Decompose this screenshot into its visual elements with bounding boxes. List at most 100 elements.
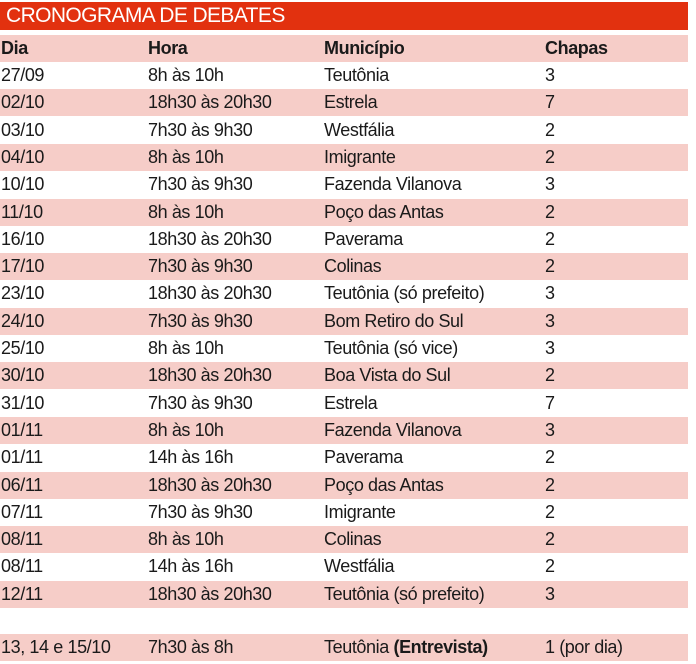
- cell-municipio: Teutônia (Entrevista): [324, 634, 488, 661]
- cell-hora: 8h às 10h: [148, 201, 224, 222]
- table-row: 10/10 7h30 às 9h30 Fazenda Vilanova 3: [0, 171, 688, 198]
- cell-chapas: 7: [545, 92, 555, 113]
- cell-hora: 8h às 10h: [148, 146, 224, 167]
- cell-hora: 7h30 às 9h30: [148, 310, 253, 331]
- table-row: 04/10 8h às 10h Imigrante 2: [0, 143, 688, 171]
- cell-municipio: Imigrante: [324, 146, 396, 167]
- cell-chapas: 2: [545, 119, 555, 140]
- table-row: 11/10 8h às 10h Poço das Antas 2: [0, 198, 688, 226]
- cell-hora: 14h às 16h: [148, 556, 234, 577]
- cell-municipio: Boa Vista do Sul: [324, 365, 451, 386]
- header-municipio: Município: [324, 38, 405, 58]
- table-row: 12/11 18h30 às 20h30 Teutônia (só prefeito…: [0, 580, 688, 608]
- cell-hora: 8h às 10h: [148, 65, 224, 85]
- cell-dia: 01/11: [1, 447, 43, 468]
- cell-hora: 18h30 às 20h30: [148, 92, 272, 113]
- page-title: CRONOGRAMA DE DEBATES: [0, 2, 688, 30]
- table-header: Dia Hora Município Chapas: [0, 35, 688, 62]
- table-row: 24/10 7h30 às 9h30 Bom Retiro do Sul 3: [0, 307, 688, 335]
- cell-dia: 08/11: [1, 529, 43, 550]
- cell-dia: 23/10: [1, 283, 45, 304]
- cell-chapas: 1 (por dia): [545, 637, 623, 657]
- cell-hora: 18h30 às 20h30: [148, 228, 272, 249]
- cell-chapas: 2: [545, 501, 555, 522]
- cell-dia: 06/11: [1, 474, 43, 495]
- cell-municipio: Poço das Antas: [324, 474, 444, 495]
- cell-chapas: 2: [545, 146, 555, 167]
- cell-chapas: 2: [545, 447, 555, 468]
- cell-dia: 16/10: [1, 228, 45, 249]
- cell-municipio: Teutônia (só prefeito): [324, 583, 485, 604]
- cell-municipio: Westfália: [324, 119, 395, 140]
- table-row: 07/11 7h30 às 9h30 Imigrante 2: [0, 499, 688, 526]
- cell-municipio-name: Teutônia: [324, 637, 389, 657]
- cell-dia: 27/09: [1, 65, 45, 85]
- cell-dia: 02/10: [1, 92, 45, 113]
- cell-municipio: Teutônia (só vice): [324, 338, 458, 358]
- cell-hora: 7h30 às 9h30: [148, 174, 253, 195]
- cell-municipio: Teutônia (só prefeito): [324, 283, 485, 304]
- cell-hora: 8h às 10h: [148, 419, 224, 440]
- cell-dia: 31/10: [1, 392, 45, 413]
- cell-chapas: 3: [545, 283, 555, 304]
- table-row-interview: 13, 14 e 15/10 7h30 às 8h Teutônia (Entr…: [0, 634, 688, 661]
- cell-dia: 04/10: [1, 146, 45, 167]
- cell-chapas: 2: [545, 556, 555, 577]
- table-row: 30/10 18h30 às 20h30 Boa Vista do Sul 2: [0, 362, 688, 390]
- cell-municipio: Colinas: [324, 256, 382, 277]
- cell-hora: 18h30 às 20h30: [148, 474, 272, 495]
- table-row: 23/10 18h30 às 20h30 Teutônia (só prefeito…: [0, 280, 688, 307]
- table-row: 01/11 8h às 10h Fazenda Vilanova 3: [0, 416, 688, 444]
- cell-dia: 12/11: [1, 583, 43, 604]
- cell-municipio: Paverama: [324, 228, 403, 249]
- cell-municipio: Estrela: [324, 392, 378, 413]
- cell-hora: 18h30 às 20h30: [148, 283, 272, 304]
- cell-chapas: 3: [545, 174, 555, 195]
- cell-municipio-note: (Entrevista): [393, 637, 488, 657]
- cell-chapas: 2: [545, 365, 555, 386]
- cell-dia: 24/10: [1, 310, 45, 331]
- cell-hora: 8h às 10h: [148, 529, 224, 550]
- cell-dia: 11/10: [1, 201, 43, 222]
- cell-chapas: 7: [545, 392, 555, 413]
- cell-municipio: Westfália: [324, 556, 395, 577]
- cell-hora: 7h30 às 8h: [148, 637, 234, 657]
- cell-hora: 18h30 às 20h30: [148, 365, 272, 386]
- cell-hora: 8h às 10h: [148, 338, 224, 358]
- cell-chapas: 3: [545, 310, 555, 331]
- cell-dia: 17/10: [1, 256, 45, 277]
- table-row: 31/10 7h30 às 9h30 Estrela 7: [0, 390, 688, 417]
- table-row: 08/11 8h às 10h Colinas 2: [0, 526, 688, 554]
- cell-dia: 25/10: [1, 338, 45, 358]
- cell-municipio: Imigrante: [324, 501, 396, 522]
- cell-dia: 01/11: [1, 419, 43, 440]
- table-row: 03/10 7h30 às 9h30 Westfália 2: [0, 117, 688, 144]
- cell-dia: 30/10: [1, 365, 45, 386]
- cell-municipio: Colinas: [324, 529, 382, 550]
- cell-chapas: 3: [545, 65, 555, 85]
- cell-municipio: Bom Retiro do Sul: [324, 310, 464, 331]
- table-row: 16/10 18h30 às 20h30 Paverama 2: [0, 226, 688, 253]
- table-row: 17/10 7h30 às 9h30 Colinas 2: [0, 253, 688, 281]
- table-row: 01/11 14h às 16h Paverama 2: [0, 444, 688, 471]
- table-row: 27/09 8h às 10h Teutônia 3: [0, 62, 688, 89]
- cell-chapas: 3: [545, 419, 555, 440]
- cell-municipio: Fazenda Vilanova: [324, 174, 462, 195]
- table-row: 08/11 14h às 16h Westfália 2: [0, 553, 688, 580]
- cell-chapas: 2: [545, 201, 555, 222]
- cell-municipio: Poço das Antas: [324, 201, 444, 222]
- cell-chapas: 2: [545, 228, 555, 249]
- cell-municipio: Estrela: [324, 92, 378, 113]
- table-row: 25/10 8h às 10h Teutônia (só vice) 3: [0, 335, 688, 362]
- cell-dia: 13, 14 e 15/10: [1, 637, 111, 657]
- cell-dia: 08/11: [1, 556, 43, 577]
- cell-hora: 18h30 às 20h30: [148, 583, 272, 604]
- cell-municipio: Fazenda Vilanova: [324, 419, 462, 440]
- cell-chapas: 3: [545, 583, 555, 604]
- cell-dia: 03/10: [1, 119, 45, 140]
- cell-hora: 7h30 às 9h30: [148, 256, 253, 277]
- cell-dia: 10/10: [1, 174, 45, 195]
- cell-chapas: 2: [545, 474, 555, 495]
- cell-municipio: Paverama: [324, 447, 403, 468]
- table-row: 02/10 18h30 às 20h30 Estrela 7: [0, 89, 688, 117]
